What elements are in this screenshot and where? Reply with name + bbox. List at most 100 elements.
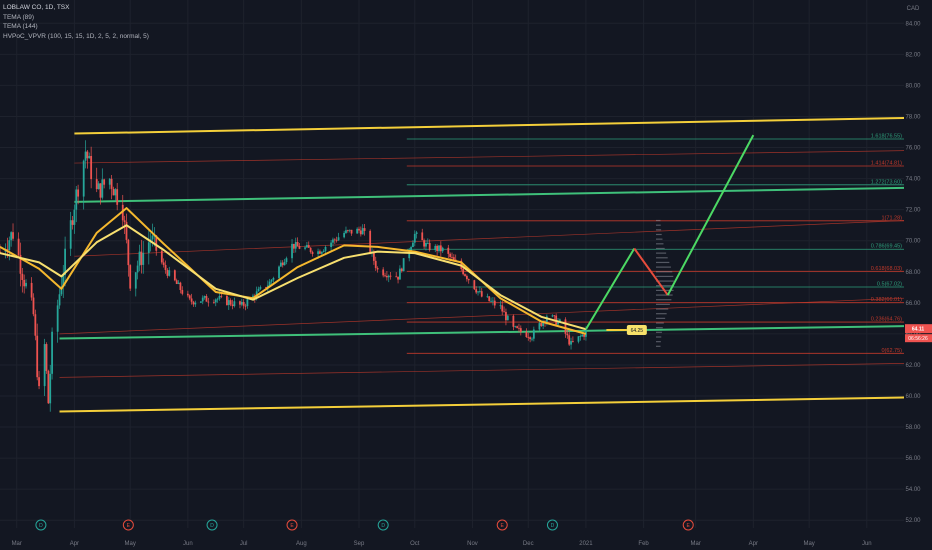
volume-profile-bar <box>656 243 664 245</box>
volume-profile-bar <box>656 219 661 222</box>
candle-body <box>363 228 366 231</box>
channel-lower-green <box>59 325 905 340</box>
x-tick-label: Jun <box>862 541 872 547</box>
tema-144-line <box>0 224 587 331</box>
price-axis[interactable]: 52.0054.0056.0058.0060.0062.0064.0066.00… <box>905 6 921 524</box>
projection-path <box>585 134 755 330</box>
candle-body <box>175 280 178 284</box>
candle-body <box>110 178 113 189</box>
candle-body <box>155 235 158 251</box>
candle-body <box>242 301 245 306</box>
candle-body <box>345 230 347 233</box>
candle-body <box>531 338 533 340</box>
projection-segment <box>666 134 755 296</box>
candle-body <box>479 291 481 292</box>
candle-body <box>512 315 515 327</box>
candle-body <box>179 282 182 291</box>
fib-label: 0.618(68.03) <box>871 266 902 272</box>
y-tick-label: 72.00 <box>905 208 921 214</box>
candle-body <box>239 301 241 305</box>
candle-body <box>480 291 483 297</box>
symbol-title[interactable]: LOBLAW CO, 1D, TSX <box>3 4 70 11</box>
candle-body <box>190 298 193 302</box>
candle-body <box>6 249 9 251</box>
y-tick-label: 54.00 <box>905 487 921 493</box>
candle-body <box>192 301 195 305</box>
candle-body <box>389 275 392 277</box>
candle-body <box>475 289 478 293</box>
fib-label: 0.786(69.45) <box>871 244 902 250</box>
volume-profile-bar <box>656 257 668 259</box>
candle-body <box>173 270 176 281</box>
candle-body <box>413 233 416 243</box>
candle-body <box>361 228 364 235</box>
candle-body <box>19 254 22 274</box>
candle-body <box>36 335 39 378</box>
volume-profile-bar <box>656 229 662 231</box>
candle-body <box>259 287 262 289</box>
x-tick-label: Mar <box>690 541 700 547</box>
event-marker-label: E <box>127 523 131 529</box>
candle-body <box>572 341 574 342</box>
candle-body <box>51 331 53 374</box>
candle-body <box>527 337 530 338</box>
candle-body <box>473 280 476 290</box>
x-tick-label: Sep <box>354 541 365 547</box>
candle-body <box>385 275 388 278</box>
candle-body <box>506 315 509 321</box>
candle-body <box>439 245 442 252</box>
candle-body <box>317 251 319 255</box>
candle-body <box>116 189 119 205</box>
candle-body <box>25 282 27 287</box>
candle-body <box>376 267 379 270</box>
candle-body <box>285 258 288 263</box>
volume-profile-bar <box>656 303 670 305</box>
volume-profile-bar <box>656 331 662 333</box>
event-marker-label: E <box>501 523 505 529</box>
candle-body <box>564 319 567 334</box>
y-tick-label: 74.00 <box>905 177 921 183</box>
x-tick-label: Jul <box>240 541 248 547</box>
trend-line-thin <box>74 150 905 164</box>
candle-body <box>272 278 275 280</box>
candle-body <box>23 280 26 287</box>
fib-label: 0(62.75) <box>882 348 903 354</box>
candle-body <box>346 230 349 232</box>
candle-body <box>32 297 35 315</box>
candle-body <box>127 239 130 266</box>
indicator-tema-89[interactable]: TEMA (89) <box>3 13 35 21</box>
event-marker-label: D <box>39 523 43 529</box>
candle-body <box>387 275 390 278</box>
volume-profile-bar <box>656 224 661 226</box>
candle-body <box>434 245 437 251</box>
tema-lines <box>0 207 587 335</box>
candle-body <box>220 295 223 297</box>
candle-body <box>114 189 117 196</box>
volume-profile-bar <box>656 247 665 250</box>
countdown-text: 06:56:26 <box>908 336 928 342</box>
candle-body <box>181 290 184 294</box>
projection-segment <box>633 247 669 296</box>
candle-body <box>320 251 323 254</box>
candle-body <box>532 329 535 339</box>
event-marker-earnings <box>122 519 134 531</box>
indicator-tema-144[interactable]: TEMA (144) <box>3 23 38 30</box>
candle-body <box>382 269 385 276</box>
x-tick-label: Apr <box>70 541 79 547</box>
candle-body <box>356 228 359 234</box>
candle-body <box>0 251 1 253</box>
candle-body <box>138 251 141 266</box>
candle-body <box>58 294 61 306</box>
candle-body <box>136 265 139 273</box>
candle-body <box>162 262 165 265</box>
candle-body <box>86 151 89 159</box>
candle-body <box>69 220 72 249</box>
indicator-hvpoc-vpvr[interactable]: HVPoC_VPVR (100, 15, 15, 1D, 2, 5, 2, no… <box>3 32 149 40</box>
candle-body <box>551 315 554 317</box>
candle-body <box>324 246 327 251</box>
candle-body <box>369 230 372 253</box>
time-axis[interactable]: Mar Apr May Jun Jul Aug Sep Oct Nov Dec 2021 Feb Mar… <box>12 541 872 547</box>
candle-body <box>553 315 556 317</box>
